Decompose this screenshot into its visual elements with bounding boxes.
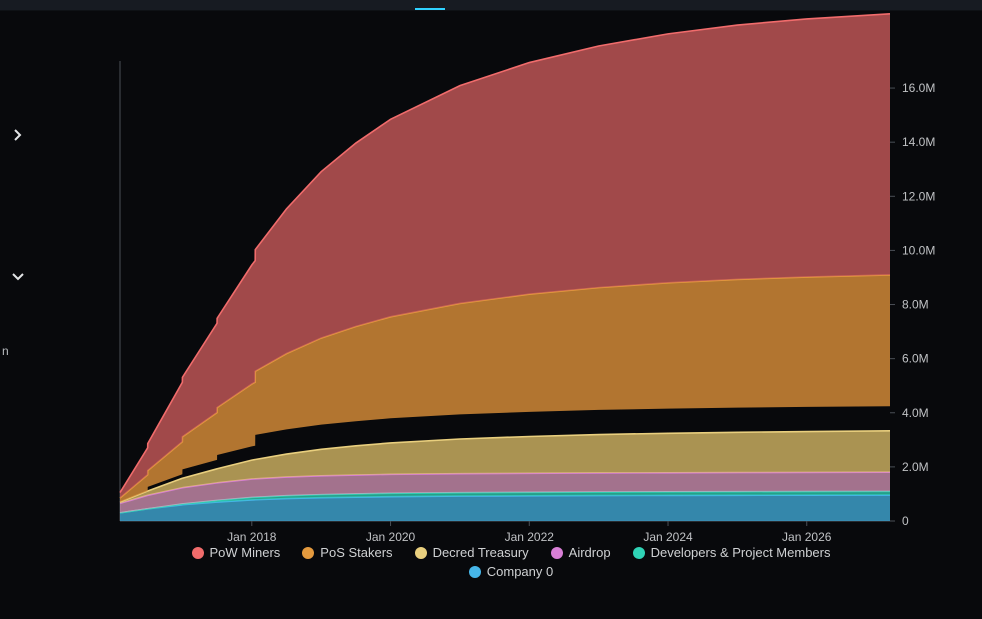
collapse-icon[interactable]	[12, 271, 24, 283]
legend-item-pow[interactable]: PoW Miners	[192, 545, 281, 560]
y-tick-label: 10.0M	[902, 243, 935, 257]
y-tick-label: 6.0M	[902, 352, 929, 366]
legend-item-company0[interactable]: Company 0	[469, 564, 553, 579]
legend-swatch-devs	[633, 547, 645, 559]
legend-item-pos[interactable]: PoS Stakers	[302, 545, 392, 560]
chart-panel: 0 2.0M 4.0M 6.0M 8.0M 10.0M 12.0M 14.0M 16.0M Jan…	[40, 11, 982, 619]
x-tick-label: Jan 2018	[227, 530, 277, 541]
x-tick-label: Jan 2024	[643, 530, 693, 541]
y-tick-label: 16.0M	[902, 81, 935, 95]
legend-label: PoS Stakers	[320, 545, 392, 560]
legend-swatch-pos	[302, 547, 314, 559]
legend-item-airdrop[interactable]: Airdrop	[551, 545, 611, 560]
top-bar	[0, 0, 982, 11]
y-tick-label: 0	[902, 514, 909, 528]
truncated-label: n	[2, 344, 9, 358]
legend-swatch-company0	[469, 566, 481, 578]
active-tab-indicator	[415, 8, 445, 10]
legend-label: Company 0	[487, 564, 553, 579]
x-tick-label: Jan 2020	[366, 530, 416, 541]
legend-label: Airdrop	[569, 545, 611, 560]
x-tick-label: Jan 2026	[782, 530, 832, 541]
legend-item-devs[interactable]: Developers & Project Members	[633, 545, 831, 560]
legend-swatch-treasury	[415, 547, 427, 559]
expand-icon[interactable]	[12, 129, 24, 141]
chart-legend: PoW Miners PoS Stakers Decred Treasury Aird…	[40, 545, 982, 579]
y-tick-label: 4.0M	[902, 406, 929, 420]
legend-swatch-pow	[192, 547, 204, 559]
left-rail: n	[0, 11, 40, 619]
legend-item-treasury[interactable]: Decred Treasury	[415, 545, 529, 560]
allocation-area-chart: 0 2.0M 4.0M 6.0M 8.0M 10.0M 12.0M 14.0M 16.0M Jan…	[40, 11, 982, 541]
legend-label: Developers & Project Members	[651, 545, 831, 560]
y-tick-label: 12.0M	[902, 189, 935, 203]
legend-label: PoW Miners	[210, 545, 281, 560]
y-tick-label: 2.0M	[902, 460, 929, 474]
legend-label: Decred Treasury	[433, 545, 529, 560]
y-tick-label: 8.0M	[902, 298, 929, 312]
y-tick-label: 14.0M	[902, 135, 935, 149]
x-tick-label: Jan 2022	[505, 530, 555, 541]
legend-swatch-airdrop	[551, 547, 563, 559]
content-shell: n 0 2.0M 4.0M 6.0M 8.0M 10.0M 12.0M 14.0M 16.0M J…	[0, 11, 982, 619]
